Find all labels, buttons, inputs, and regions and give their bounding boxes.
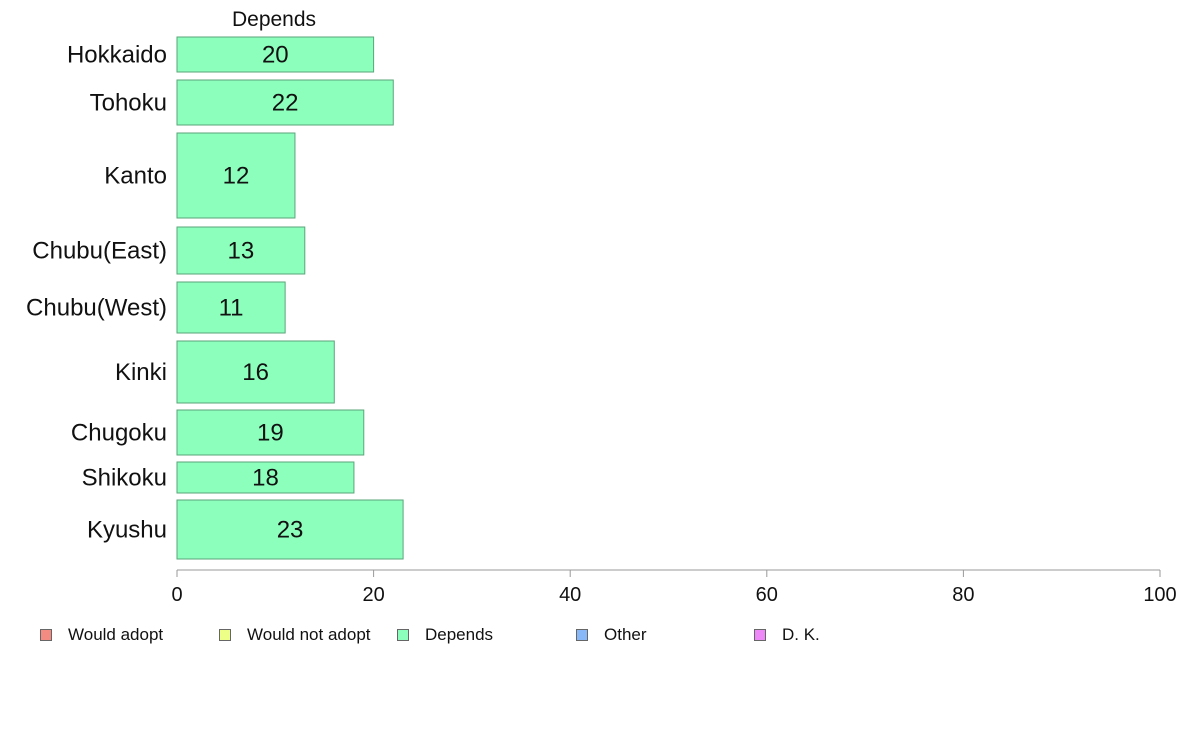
data-label-chubu-west: 11 [219, 295, 244, 322]
legend-label: Would not adopt [247, 625, 371, 644]
legend-swatch-dk [754, 629, 766, 641]
category-label-tohoku: Tohoku [90, 90, 167, 117]
category-label-hokkaido: Hokkaido [67, 42, 167, 69]
category-label-kanto: Kanto [104, 163, 167, 190]
category-label-kinki: Kinki [115, 359, 167, 386]
bar-chart: Depends 20 Hokkaido 22 Tohoku 12 Kanto 13 Chubu… [26, 8, 1177, 606]
legend-swatch-would-not-adopt [219, 629, 231, 641]
bar-kanto [176, 132, 296, 219]
data-label-tohoku: 22 [272, 90, 299, 117]
data-label-shikoku: 18 [252, 465, 279, 492]
bar-tohoku [176, 79, 394, 126]
data-label-kyushu: 23 [277, 517, 304, 544]
legend-item-depends: Depends [397, 624, 493, 646]
legend-label: Would adopt [68, 625, 164, 644]
category-label-kyushu: Kyushu [87, 517, 167, 544]
data-label-chubu-east: 13 [228, 238, 255, 265]
category-label-chubu-west: Chubu(West) [26, 295, 167, 322]
legend-label: Depends [425, 625, 494, 644]
bar-hokkaido [176, 36, 375, 73]
bar-shikoku [176, 461, 355, 494]
bar-chubu-west [176, 281, 286, 334]
data-label-hokkaido: 20 [262, 42, 289, 69]
legend-swatch-depends [397, 629, 409, 641]
legend-item-would-not-adopt: Would not adopt [219, 624, 371, 646]
x-tick-label-40: 40 [559, 584, 581, 606]
x-tick-label-0: 0 [171, 584, 182, 606]
bar-chubu-east [176, 226, 306, 275]
x-tick-label-100: 100 [1143, 584, 1176, 606]
legend-item-dk: D. K. [754, 624, 820, 646]
x-axis: 0 20 40 60 80 100 [171, 569, 1177, 606]
chart-title: Depends [232, 8, 316, 31]
legend-label: Other [604, 625, 647, 644]
data-label-chugoku: 19 [257, 420, 284, 447]
bars-layer: 20 Hokkaido 22 Tohoku 12 Kanto 13 Chubu(East) 11… [26, 36, 404, 560]
x-tick-label-80: 80 [952, 584, 974, 606]
x-tick-label-60: 60 [756, 584, 778, 606]
legend-swatch-other [576, 629, 588, 641]
x-tick-label-20: 20 [362, 584, 384, 606]
legend: Would adopt Would not adopt Depends Othe… [0, 620, 1188, 650]
data-label-kanto: 12 [223, 163, 250, 190]
legend-item-would-adopt: Would adopt [40, 624, 163, 646]
category-label-chubu-east: Chubu(East) [32, 238, 167, 265]
data-label-kinki: 16 [242, 359, 269, 386]
legend-item-other: Other [576, 624, 647, 646]
legend-swatch-would-adopt [40, 629, 52, 641]
legend-label: D. K. [782, 625, 820, 644]
category-label-shikoku: Shikoku [82, 465, 167, 492]
category-label-chugoku: Chugoku [71, 420, 167, 447]
bar-kyushu [176, 499, 404, 560]
bar-chugoku [176, 409, 365, 456]
bar-kinki [176, 340, 335, 404]
